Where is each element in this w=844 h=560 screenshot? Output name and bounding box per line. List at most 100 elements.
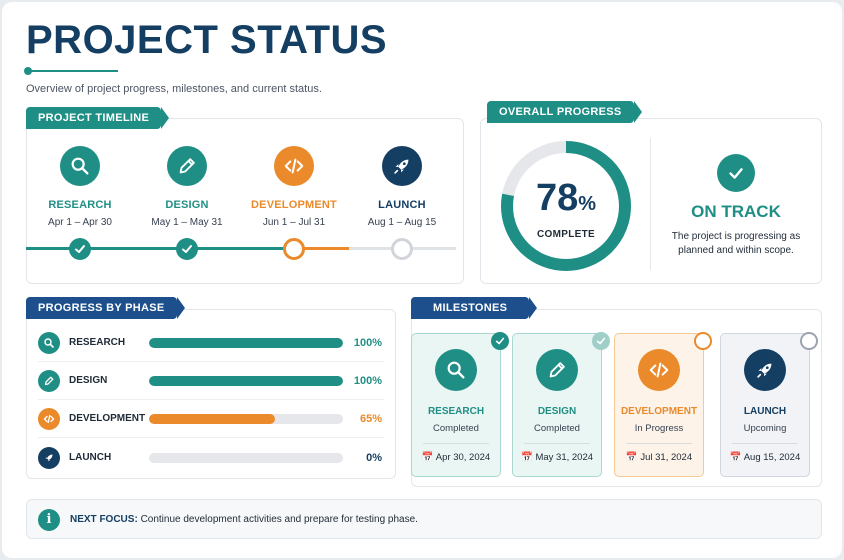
pencil-icon (167, 146, 207, 186)
timeline-step-dates: Jun 1 – Jul 31 (262, 217, 326, 228)
timeline-step-dates: Aug 1 – Aug 15 (367, 217, 437, 228)
check-icon (182, 245, 192, 253)
milestone-card-research: RESEARCH Completed 📅 Apr 30, 2024 (411, 332, 509, 477)
timeline-line-done (26, 247, 294, 250)
timeline-step-development: DEVELOPMENT Jun 1 – Jul 31 (239, 146, 349, 228)
timeline-marker-development (283, 238, 305, 260)
phase-row-research: RESEARCH 100% (38, 332, 384, 356)
timeline-step-dates: Apr 1 – Apr 30 (48, 217, 112, 228)
phase-value: 100% (353, 375, 382, 387)
pending-circle-icon (694, 332, 712, 350)
phase-tag: PROGRESS BY PHASE (26, 297, 185, 319)
milestone-name: DESIGN (537, 406, 577, 417)
milestone-date: 📅 Jul 31, 2024 (625, 452, 693, 463)
calendar-icon: 📅 (421, 452, 434, 463)
pending-circle-icon (800, 332, 818, 350)
code-icon (638, 349, 680, 391)
phase-value: 0% (366, 452, 382, 464)
phase-divider (38, 399, 384, 400)
next-focus-text: NEXT FOCUS: Continue development activit… (70, 514, 418, 525)
status-summary: ON TRACK The project is progressing as p… (660, 154, 812, 258)
phase-name: LAUNCH (69, 452, 112, 463)
milestone-name: RESEARCH (427, 406, 485, 417)
phase-row-design: DESIGN 100% (38, 370, 384, 394)
code-icon (274, 146, 314, 186)
pencil-icon (38, 370, 60, 392)
milestone-card-development: DEVELOPMENT In Progress 📅 Jul 31, 2024 (614, 332, 712, 477)
phase-name: DESIGN (69, 375, 108, 386)
check-circle-icon (717, 154, 755, 192)
check-icon (75, 245, 85, 253)
milestone-date: 📅 Aug 15, 2024 (729, 452, 801, 463)
phase-fill (149, 376, 343, 386)
timeline-marker-research (69, 238, 91, 260)
milestone-state: In Progress (634, 423, 684, 434)
progress-complete-label: COMPLETE (537, 229, 595, 240)
rocket-icon (38, 447, 60, 469)
timeline-step-launch: LAUNCH Aug 1 – Aug 15 (347, 146, 457, 228)
milestone-state: Completed (534, 423, 580, 434)
calendar-icon: 📅 (729, 452, 742, 463)
timeline-tag: PROJECT TIMELINE (26, 107, 170, 129)
status-description: The project is progressing as planned an… (671, 231, 801, 256)
search-icon (60, 146, 100, 186)
rocket-icon (382, 146, 422, 186)
pencil-icon (536, 349, 578, 391)
phase-name: RESEARCH (69, 337, 126, 348)
phase-panel (26, 309, 396, 479)
timeline-panel (26, 118, 464, 284)
timeline-step-name: DEVELOPMENT (251, 199, 337, 211)
info-icon: i (38, 509, 60, 531)
milestone-card-launch: LAUNCH Upcoming 📅 Aug 15, 2024 (720, 332, 818, 477)
next-focus-bar: i NEXT FOCUS: Continue development activ… (26, 499, 822, 539)
status-title: ON TRACK (691, 202, 781, 221)
phase-fill (149, 414, 276, 424)
code-icon (38, 408, 60, 430)
milestone-date: 📅 May 31, 2024 (520, 452, 594, 463)
milestone-state: Upcoming (743, 423, 787, 434)
calendar-icon: 📅 (520, 452, 533, 463)
milestone-card-design: DESIGN Completed 📅 May 31, 2024 (512, 332, 610, 477)
milestone-name: DEVELOPMENT (620, 406, 698, 417)
milestone-state: Completed (433, 423, 479, 434)
phase-track (149, 414, 343, 424)
timeline-marker-launch (391, 238, 413, 260)
calendar-icon: 📅 (625, 452, 638, 463)
phase-track (149, 338, 343, 348)
timeline-marker-design (176, 238, 198, 260)
rocket-icon (744, 349, 786, 391)
timeline-step-research: RESEARCH Apr 1 – Apr 30 (25, 146, 135, 228)
milestones-tag: MILESTONES (411, 297, 538, 319)
phase-track (149, 453, 343, 463)
progress-ring-arc (501, 141, 631, 271)
overall-divider (650, 138, 651, 270)
page-title: PROJECT STATUS (26, 18, 388, 62)
phase-track (149, 376, 343, 386)
phase-value: 100% (353, 337, 382, 349)
timeline-step-name: RESEARCH (48, 199, 112, 211)
timeline-step-dates: May 1 – May 31 (151, 217, 223, 228)
phase-fill (149, 338, 343, 348)
search-icon (435, 349, 477, 391)
phase-value: 65% (359, 413, 382, 425)
check-circle-icon (592, 332, 610, 350)
milestone-name: LAUNCH (743, 406, 787, 417)
progress-percent: 78% (535, 177, 597, 219)
phase-divider (38, 361, 384, 362)
phase-row-development: DEVELOPMENT 65% (38, 408, 384, 432)
overall-progress-tag: OVERALL PROGRESS (487, 101, 642, 123)
phase-name: DEVELOPMENT (69, 413, 146, 424)
search-icon (38, 332, 60, 354)
timeline-step-name: DESIGN (165, 199, 209, 211)
timeline-step-name: LAUNCH (378, 199, 426, 211)
phase-row-launch: LAUNCH 0% (38, 447, 384, 471)
progress-ring: 78% COMPLETE (499, 139, 633, 273)
milestone-date: 📅 Apr 30, 2024 (421, 452, 491, 463)
phase-divider (38, 437, 384, 438)
page-subtitle: Overview of project progress, milestones… (26, 83, 322, 95)
timeline-step-design: DESIGN May 1 – May 31 (132, 146, 242, 228)
check-circle-icon (491, 332, 509, 350)
timeline-line-current (294, 247, 349, 250)
title-underline (24, 67, 118, 75)
